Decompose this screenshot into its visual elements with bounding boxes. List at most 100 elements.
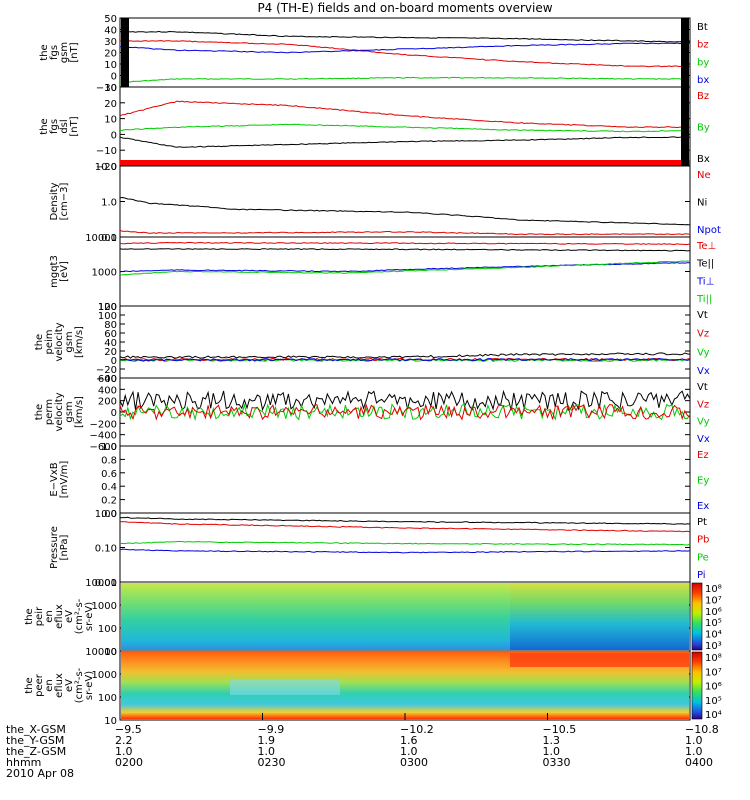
vel_perp-ytick-label: 200 [98, 397, 117, 408]
density-legend-1: Ni [697, 198, 707, 209]
fgs-frame [119, 17, 691, 88]
vel_perp-ytick-label: −400 [90, 431, 117, 442]
vel_gsm-legend-0: Vt [697, 310, 708, 321]
vel_gsm-ytick-label: −40 [96, 374, 117, 385]
ele_spec-ylabel: peer [34, 673, 45, 697]
pressure-series-Pi [119, 548, 691, 554]
evxb-ytick-label: 0.4 [101, 482, 117, 493]
evxb-frame [119, 445, 691, 514]
ion_spec-colorbar [691, 582, 703, 651]
ele_spec-ylabel: the [24, 677, 35, 693]
vel_perp-ylabel: velocity [54, 392, 65, 431]
density-legend-0: Ne [697, 170, 711, 181]
fgs_dsl-ytick-label: −10 [96, 146, 117, 157]
ion_spec-ytick-label: 1000 [92, 601, 117, 612]
fgs-ytick-label: 20 [104, 49, 117, 60]
ele_spec-ytick-label: 10000 [85, 647, 117, 658]
fgs-legend-0: Bt [697, 22, 708, 33]
fgs-dsl-gap-right [681, 87, 689, 166]
vel_gsm-ytick-label: 20 [104, 347, 117, 358]
fgs-legend-3: bx [697, 75, 709, 86]
vel_gsm-legend-2: Vy [697, 347, 710, 358]
pressure-series-Pt [119, 516, 691, 525]
pressure-legend-3: Pi [697, 570, 706, 581]
vel_gsm-ylabel: peim [44, 329, 55, 354]
ion_spec-ylabel: eflux [54, 604, 65, 629]
ephemeris-value: 0200 [115, 756, 143, 769]
fgs-ylabel: fgs [49, 45, 60, 60]
ephemeris-value: −9.9 [257, 723, 285, 736]
temp-ylabel: [eV] [59, 261, 70, 282]
vel_gsm-legend-1: Vz [697, 329, 709, 340]
vel_perp-ytick-label: 600 [98, 374, 117, 385]
fgs_dsl-ylabel: [nT] [69, 116, 80, 136]
pressure-legend-2: Pe [697, 552, 709, 563]
evxb-ytick-label: 0.2 [101, 496, 117, 507]
fgs-series-bz [119, 40, 691, 68]
ephemeris-label: the_X-GSM [6, 723, 66, 736]
density-legend-2: Npot [697, 225, 721, 236]
evxb-legend-0: Ez [697, 450, 709, 461]
temp-series-Ti|| [119, 260, 691, 276]
vel_perp-ylabel: perm [44, 399, 55, 425]
ele_spec-ylabel: sr-eV) [84, 671, 95, 700]
vel_perp-ytick-label: −200 [90, 419, 117, 430]
pressure-legend-1: Pb [697, 535, 709, 546]
temp-legend-2: Ti⊥ [696, 276, 714, 287]
fgs-ylabel: gsm [59, 42, 70, 63]
fgs-ytick-label: 30 [104, 37, 117, 48]
ele_spec-spectrogram-late [510, 653, 689, 667]
temp-legend-1: Te|| [696, 259, 714, 270]
ele_spec-ytick-label: 10 [104, 716, 117, 727]
density-ylabel: Density [49, 182, 60, 220]
evxb-ytick-label: 0.8 [101, 455, 117, 466]
evxb-ylabel: [mV/m] [59, 461, 70, 499]
fgs_dsl-series-By [120, 123, 691, 133]
ion_spec-colorbar-label: 10⁸ [705, 584, 722, 595]
ephemeris-value: 1.0 [685, 734, 703, 747]
vel_gsm-ytick-label: 80 [104, 320, 117, 331]
evxb-ylabel: E−VxB [49, 462, 60, 496]
fgs-ytick-label: 10 [104, 60, 117, 71]
ion_spec-colorbar-label: 10⁶ [705, 607, 722, 618]
fgs-legend-1: bz [697, 40, 709, 51]
vel_perp-ytick-label: 400 [98, 385, 117, 396]
ele_spec-colorbar [691, 651, 703, 720]
temp-ytick-label: 10000 [85, 233, 117, 244]
density-ytick-label: 0.1 [101, 233, 117, 244]
ele_spec-colorbar-label: 10⁶ [705, 682, 722, 693]
vel_perp-legend-1: Vz [697, 399, 709, 410]
ion_spec-colorbar-label: 10⁴ [705, 630, 722, 641]
fgs-legend-2: by [697, 57, 709, 68]
vel_gsm-ylabel: the [34, 334, 45, 350]
fgs_dsl-legend-1: By [697, 123, 710, 134]
ele_spec-ylabel: (cm²-s- [74, 667, 85, 703]
evxb-legend-2: Ex [697, 501, 709, 512]
fgs-ylabel: [nT] [69, 42, 80, 62]
temp-series-Te|| [119, 248, 691, 252]
vel_gsm-ytick-label: −20 [96, 365, 117, 376]
pressure-ylabel: Pressure [49, 526, 60, 569]
fgs_dsl-ytick-label: 20 [104, 99, 117, 110]
density-series-Ni [119, 196, 691, 226]
ephemeris-value: 1.0 [400, 745, 418, 758]
fgs_dsl-ylabel: dsl [59, 119, 70, 133]
fgs_dsl-legend-2: Bx [697, 154, 710, 165]
evxb-ytick-label: 1.0 [101, 442, 117, 453]
ion_spec-ytick-label: 100 [98, 624, 117, 635]
ion_spec-ytick-label: 10000 [85, 578, 117, 589]
vel_perp-ytick-label: 0 [111, 408, 117, 419]
fgs-dsl-red-band [120, 160, 690, 166]
ele_spec-ylabel: eV [64, 679, 75, 692]
ephemeris-value: 0330 [542, 756, 571, 769]
vel_perp-legend-2: Vy [697, 417, 710, 428]
ephemeris-value: −10.8 [685, 723, 719, 736]
page-title: P4 (TH-E) fields and on-board moments ov… [257, 1, 553, 15]
ion_spec-colorbar-label: 10⁷ [705, 595, 722, 606]
temp-legend-3: Ti|| [696, 294, 712, 305]
ephemeris-label: hhmm [6, 756, 42, 769]
pressure-series-Pb [119, 521, 691, 533]
temp-ytick-label: 100 [98, 302, 117, 313]
vel_perp-ylabel: [km/s] [74, 396, 85, 428]
ion_spec-colorbar-label: 10⁵ [705, 618, 722, 629]
